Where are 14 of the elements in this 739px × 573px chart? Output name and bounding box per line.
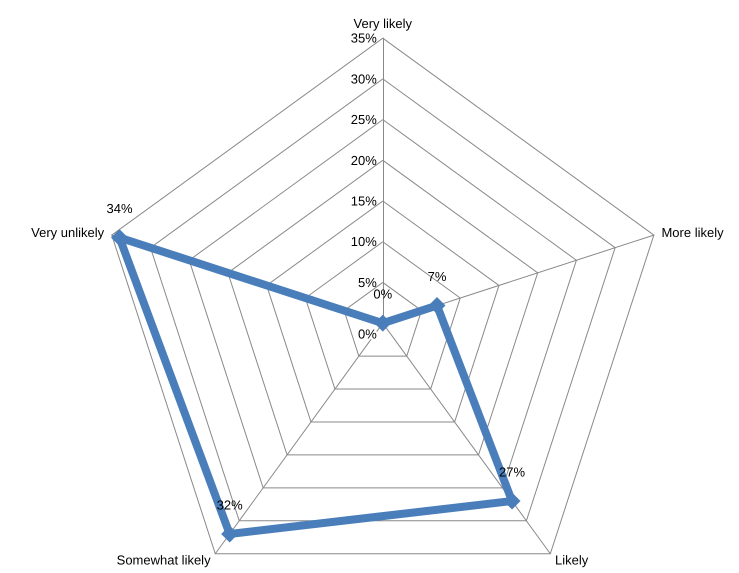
spoke-label: Somewhat likely (116, 552, 212, 568)
spoke-label: Likely (555, 552, 589, 568)
y-tick-label: 30% (350, 71, 378, 86)
spoke-label: Very likely (354, 16, 413, 32)
data-label: 7% (428, 269, 447, 284)
y-tick-label: 20% (350, 152, 378, 168)
y-tick-label: 35% (350, 30, 378, 46)
data-label: 34% (106, 201, 133, 216)
y-tick-label: 0% (358, 326, 378, 342)
y-tick-label: 10% (350, 234, 378, 250)
y-tick-label: 15% (350, 194, 378, 209)
spoke-label: More likely (661, 225, 724, 240)
spoke-label: Very unlikely (31, 225, 105, 240)
y-tick-label: 25% (350, 112, 378, 128)
